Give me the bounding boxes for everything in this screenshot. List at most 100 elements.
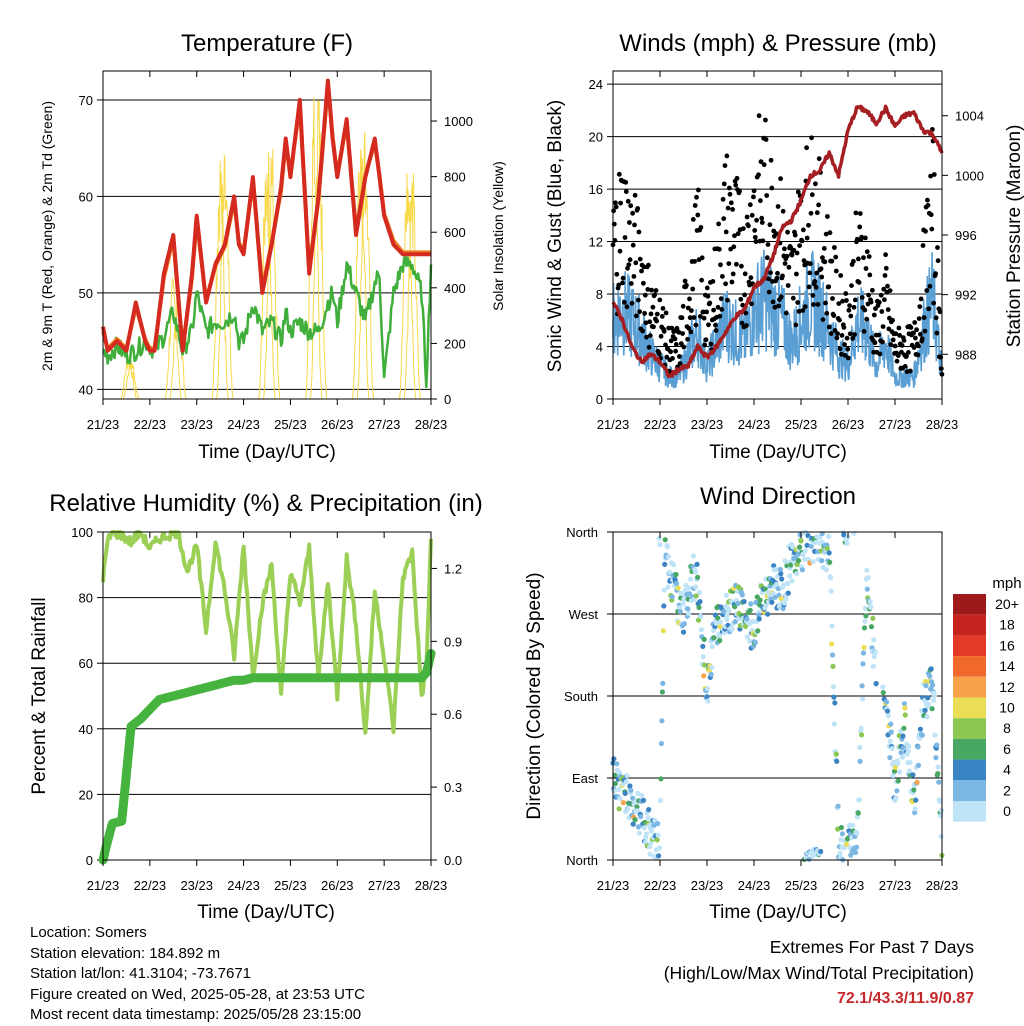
gust-point [611, 208, 616, 214]
gust-point [845, 355, 851, 361]
gust-point [914, 327, 919, 333]
direction-point [797, 544, 803, 550]
gust-point [699, 277, 704, 283]
legend-swatch-16 [953, 635, 986, 657]
direction-point [859, 683, 865, 689]
direction-point [829, 652, 836, 658]
gust-point [810, 293, 816, 298]
temperature-title: Temperature (F) [181, 30, 353, 57]
direction-point [698, 627, 705, 633]
gust-point [925, 202, 931, 208]
gust-point [931, 172, 937, 177]
gust-point [859, 295, 865, 300]
gust-point [927, 283, 933, 289]
direction-point [639, 792, 645, 798]
gust-point [678, 341, 684, 346]
direction-point [788, 562, 794, 568]
x-tick-label: 25/23 [274, 878, 307, 893]
gust-point [751, 188, 757, 194]
gust-point [799, 238, 805, 244]
gust-point [633, 260, 639, 266]
gust-point [897, 333, 902, 338]
gust-point [823, 231, 829, 237]
direction-point [926, 701, 932, 708]
gust-point [773, 231, 779, 237]
direction-point [702, 662, 708, 668]
gust-point [616, 171, 622, 177]
gust-point [722, 163, 728, 169]
direction-point [701, 673, 707, 679]
y-tick-label: 4 [596, 340, 603, 355]
gust-point [690, 286, 696, 292]
direction-point [794, 571, 800, 577]
direction-point [716, 634, 722, 640]
series-total-rainfall [98, 649, 436, 865]
gust-point [809, 192, 815, 198]
direction-point [671, 562, 677, 568]
gust-point [643, 320, 649, 326]
y-tick-label: 16 [589, 182, 603, 197]
gust-point [733, 182, 739, 188]
gust-point [630, 242, 636, 248]
gust-point [704, 285, 710, 291]
direction-point [662, 561, 668, 568]
direction-point [854, 830, 860, 836]
direction-point [827, 559, 833, 565]
direction-point [823, 567, 830, 573]
temperature-y-label: 2m & 9m T (Red, Orange) & 2m Td (Green) [39, 101, 55, 371]
direction-point [813, 539, 819, 545]
direction-point [627, 783, 633, 789]
gust-point [827, 230, 833, 236]
gust-point [680, 331, 685, 336]
direction-point [686, 585, 692, 591]
direction-point [826, 550, 832, 556]
gust-point [753, 239, 759, 245]
gust-point [785, 229, 790, 235]
direction-point [742, 623, 749, 630]
y-tick-label: 12 [589, 235, 603, 250]
y-tick-label: East [572, 771, 598, 786]
gust-point [837, 317, 842, 323]
direction-point [802, 556, 808, 563]
direction-point [852, 849, 859, 856]
direction-point [787, 573, 793, 579]
gust-point [885, 283, 890, 289]
gust-point [704, 309, 709, 315]
direction-point [634, 804, 640, 810]
direction-point [935, 771, 941, 777]
direction-point [675, 585, 681, 591]
direction-point [937, 798, 943, 804]
direction-point [665, 554, 672, 560]
station-elevation: Station elevation: 184.892 m [30, 944, 221, 962]
gust-point [661, 329, 667, 334]
direction-point [938, 833, 944, 840]
gust-point [623, 189, 629, 195]
gust-point [856, 256, 861, 262]
gust-point [727, 191, 733, 197]
gust-point [620, 280, 625, 286]
gust-point [878, 292, 884, 298]
direction-point [660, 628, 666, 634]
y2-tick-label: 600 [444, 225, 466, 240]
gust-point [730, 207, 735, 212]
gust-point [614, 271, 620, 277]
direction-point [695, 617, 702, 623]
gust-point [625, 198, 631, 204]
gust-point [647, 333, 653, 338]
direction-point [771, 563, 777, 569]
direction-point [857, 758, 863, 764]
gust-point [868, 299, 874, 305]
gust-point [866, 254, 872, 259]
direction-point [931, 693, 938, 699]
gust-point [778, 294, 784, 300]
direction-point [744, 634, 751, 640]
gust-point [815, 302, 821, 307]
x-tick-label: 25/23 [274, 417, 307, 432]
gust-point [687, 315, 693, 321]
gust-point [851, 304, 857, 310]
panel-frame [102, 70, 432, 400]
direction-point [804, 542, 810, 548]
direction-point [779, 576, 785, 582]
direction-point [818, 848, 824, 855]
y-tick-label: 60 [79, 656, 93, 671]
